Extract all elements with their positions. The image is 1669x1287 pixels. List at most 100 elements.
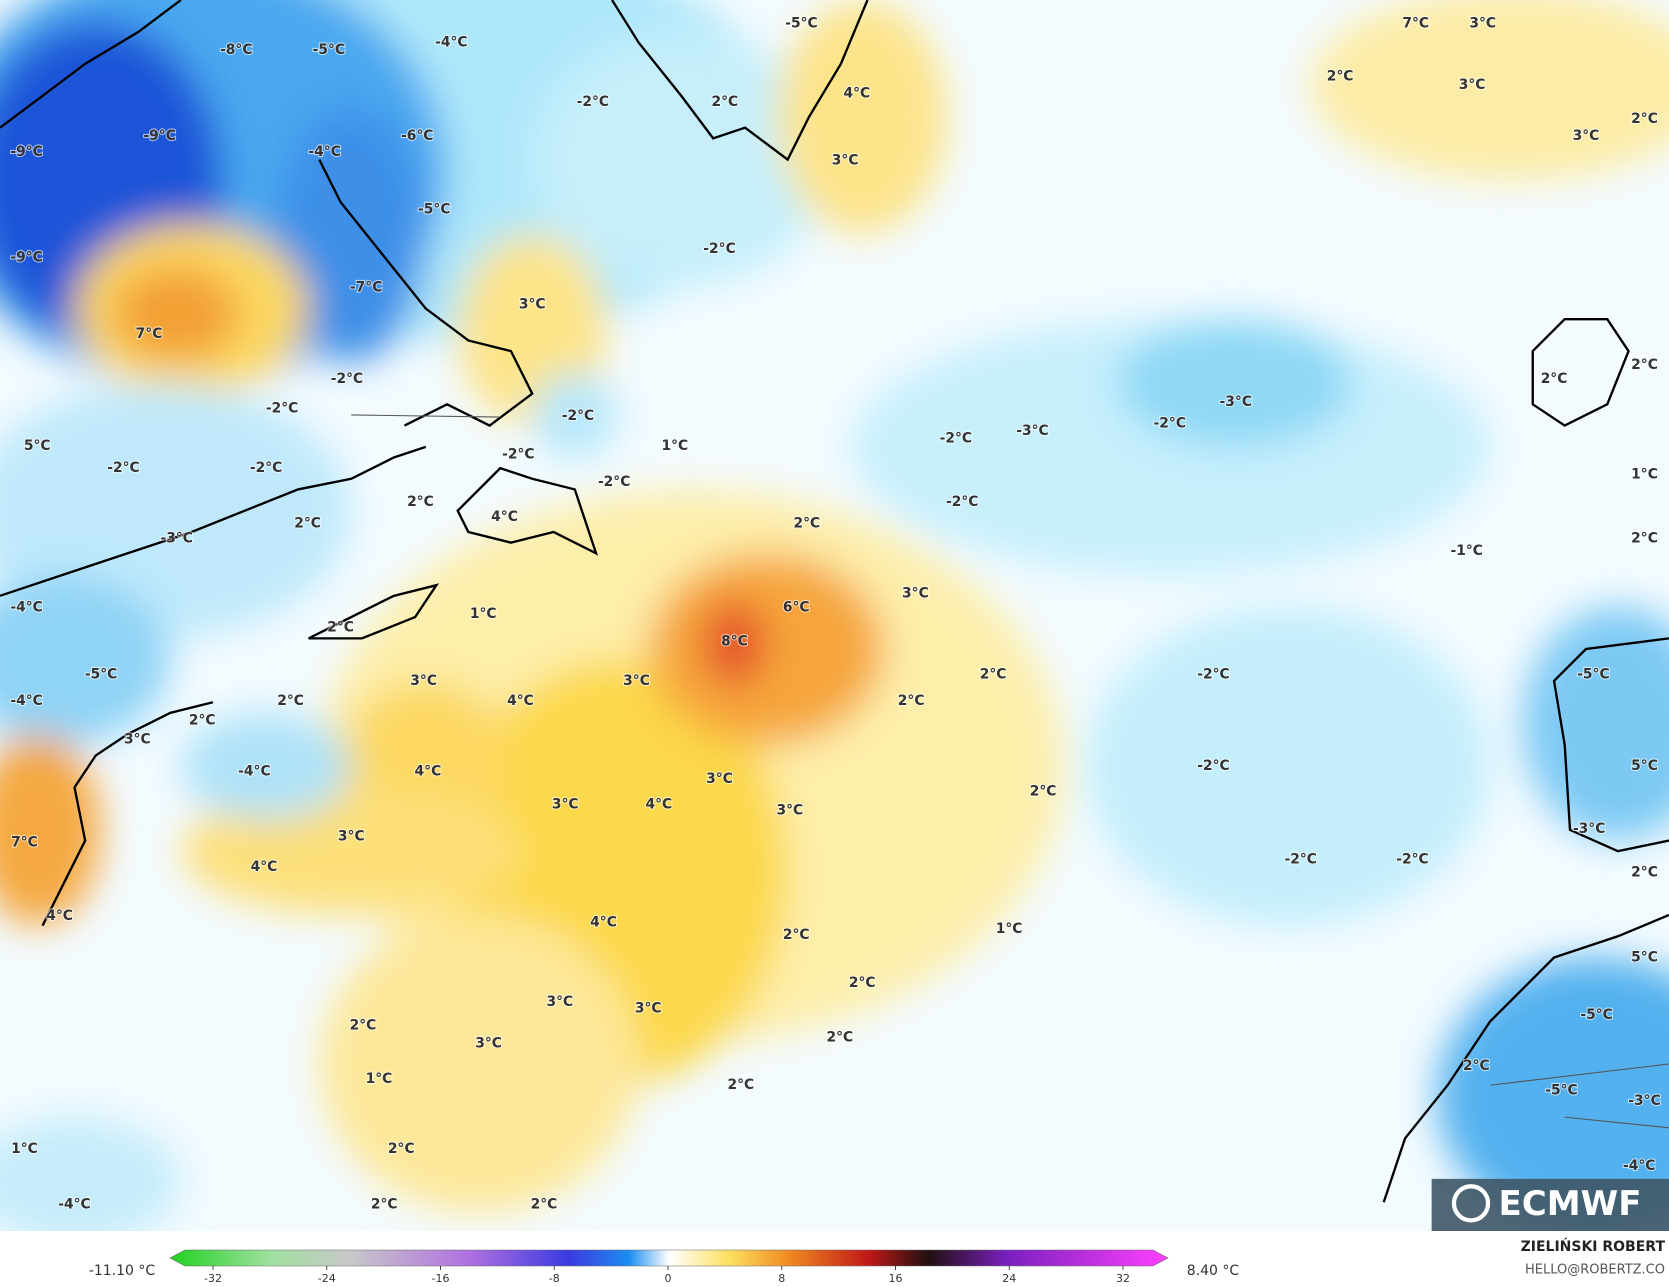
temperature-label: 1°C <box>661 438 688 454</box>
tick-label: 8 <box>778 1272 785 1285</box>
temperature-label: -6°C <box>401 128 433 144</box>
temperature-label: -2°C <box>1396 852 1428 868</box>
temperature-label: 3°C <box>623 673 650 689</box>
temperature-label: -4°C <box>435 35 467 51</box>
temperature-label: 3°C <box>519 296 546 312</box>
tick-label: -16 <box>432 1272 450 1285</box>
map: -4°C -5°C -8°C -5°C -2°C 2°C 4°C 7°C 3°C 2°C 3°C 3°… <box>0 0 1669 1231</box>
temperature-label: -9°C <box>143 128 175 144</box>
temperature-label: 3°C <box>776 803 803 819</box>
email: HELLO@ROBERTZ.CO <box>1525 1263 1665 1278</box>
temperature-label: 3°C <box>1459 77 1486 93</box>
temperature-label: 2°C <box>898 693 925 709</box>
temperature-label: 4°C <box>46 908 73 924</box>
logo: ECMWF <box>1431 1178 1669 1231</box>
temperature-label: -3°C <box>1573 821 1605 837</box>
temperature-label: -2°C <box>250 460 282 476</box>
temperature-label: -2°C <box>598 474 630 490</box>
temperature-label: 3°C <box>410 673 437 689</box>
temperature-label: 2°C <box>783 927 810 943</box>
temperature-label: -4°C <box>238 763 270 779</box>
temperature-label: -2°C <box>946 494 978 510</box>
temperature-label: -4°C <box>1623 1158 1655 1174</box>
temperature-label: 5°C <box>1631 950 1658 966</box>
temperature-label: -5°C <box>1577 667 1609 683</box>
temperature-label: -9°C <box>10 144 42 160</box>
temperature-label: 2°C <box>727 1077 754 1093</box>
tick-label: 24 <box>1002 1272 1016 1285</box>
temperature-label: -7°C <box>350 279 382 295</box>
temperature-label: 1°C <box>470 606 497 622</box>
min-label: -11.10 °C <box>89 1263 156 1279</box>
temperature-label: 2°C <box>1631 111 1658 127</box>
temperature-label: 2°C <box>793 515 820 531</box>
temperature-label: -1°C <box>1451 543 1483 559</box>
temperature-label: 2°C <box>407 494 434 510</box>
temperature-label: 2°C <box>350 1018 377 1034</box>
temperature-label: -5°C <box>1545 1083 1577 1099</box>
temperature-label: 2°C <box>531 1196 558 1212</box>
temperature-label: 1°C <box>996 921 1023 937</box>
tick-label: 16 <box>889 1272 903 1285</box>
temperature-label: 4°C <box>646 796 673 812</box>
temperature-label: -2°C <box>1197 758 1229 774</box>
temperature-label: -8°C <box>220 42 252 58</box>
temperature-label: 3°C <box>124 731 151 747</box>
temperature-label: 1°C <box>11 1141 38 1157</box>
temperature-label: 2°C <box>189 712 216 728</box>
temperature-label: 3°C <box>338 828 365 844</box>
temperature-label: -2°C <box>502 446 534 462</box>
temperature-label: 7°C <box>136 326 163 342</box>
temperature-label: 3°C <box>832 153 859 169</box>
temperature-label: 6°C <box>783 600 810 616</box>
temperature-label: 2°C <box>1030 784 1057 800</box>
temperature-label: -3°C <box>160 530 192 546</box>
temperature-label: 1°C <box>366 1071 393 1087</box>
coastlines <box>0 0 1669 1203</box>
temperature-label: 8°C <box>721 634 748 650</box>
temperature-label: -4°C <box>10 600 42 616</box>
temperature-label: -5°C <box>313 42 345 58</box>
temperature-label: -2°C <box>1197 667 1229 683</box>
temperature-label: 2°C <box>1541 371 1568 387</box>
temperature-label: -2°C <box>562 408 594 424</box>
temperature-label: -3°C <box>1220 394 1252 410</box>
temperature-label: 2°C <box>849 975 876 991</box>
map-labels: -4°C -5°C -8°C -5°C -2°C 2°C 4°C 7°C 3°C 2°C 3°C 3°… <box>9 14 1661 1213</box>
temperature-label: 2°C <box>388 1141 415 1157</box>
colorbar-ticks: -32 -24 -16 -8 0 8 16 24 32 <box>204 1266 1130 1285</box>
temperature-label: -9°C <box>10 249 42 265</box>
temperature-label: -2°C <box>1284 852 1316 868</box>
temperature-label: 4°C <box>251 859 278 875</box>
temperature-label: -2°C <box>703 241 735 257</box>
temperature-label: 3°C <box>1469 15 1496 31</box>
temperature-label: -2°C <box>266 401 298 417</box>
temperature-label: 2°C <box>1631 530 1658 546</box>
tick-label: 0 <box>665 1272 672 1285</box>
anomaly-field <box>0 0 1669 1231</box>
temperature-label: 2°C <box>1463 1058 1490 1074</box>
colorbar-panel: -11.10 °C 8.40 °C ZIELIŃSKI ROBERT HELLO… <box>89 1237 1666 1285</box>
temperature-label: 4°C <box>507 693 534 709</box>
author: ZIELIŃSKI ROBERT <box>1521 1237 1666 1255</box>
temperature-label: 3°C <box>552 796 579 812</box>
temperature-label: 5°C <box>1631 758 1658 774</box>
temperature-label: 2°C <box>826 1029 853 1045</box>
temperature-label: 2°C <box>1327 69 1354 85</box>
temperature-label: -5°C <box>785 15 817 31</box>
temperature-label: 2°C <box>277 693 304 709</box>
temperature-label: -3°C <box>1016 423 1048 439</box>
temperature-label: 3°C <box>547 994 574 1010</box>
temperature-label: -5°C <box>418 202 450 218</box>
temperature-label: 2°C <box>712 94 739 110</box>
temperature-label: -4°C <box>308 144 340 160</box>
tick-label: 32 <box>1116 1272 1130 1285</box>
temperature-label: 2°C <box>1631 864 1658 880</box>
temperature-label: 5°C <box>24 438 51 454</box>
temperature-label: 3°C <box>706 771 733 787</box>
temperature-label: -2°C <box>940 430 972 446</box>
logo-text: ECMWF <box>1499 1184 1642 1224</box>
temperature-label: -5°C <box>85 667 117 683</box>
temperature-label: -4°C <box>58 1196 90 1212</box>
